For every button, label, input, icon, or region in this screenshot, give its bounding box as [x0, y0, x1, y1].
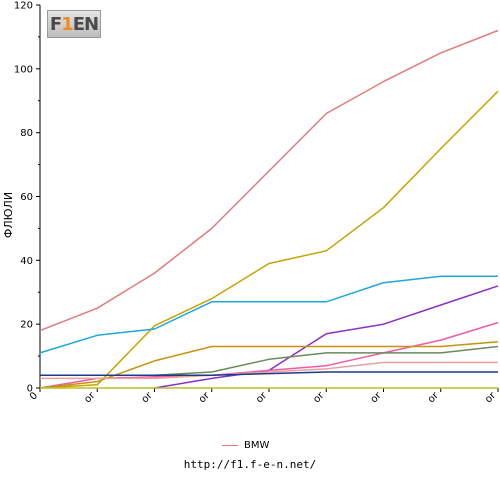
- x-tick-label: 0: [28, 390, 40, 402]
- x-tick-label: or: [197, 390, 213, 406]
- y-tick-label: 40: [20, 256, 33, 267]
- y-tick-label: 60: [20, 192, 33, 203]
- series-line-8: [40, 361, 498, 380]
- legend: BMW: [222, 437, 269, 453]
- logo-suffix: EN: [72, 13, 99, 35]
- series-line-3: [39, 275, 498, 354]
- legend-swatch: [222, 444, 238, 446]
- x-tick-label: or: [82, 390, 98, 406]
- x-tick-label: or: [311, 390, 327, 406]
- y-tick-label: 0: [27, 384, 33, 395]
- x-tick-label: or: [369, 390, 385, 406]
- y-tick-label: 80: [20, 128, 33, 139]
- series-line-4: [154, 285, 499, 389]
- x-tick-label: or: [254, 390, 270, 406]
- series-line-9: [40, 371, 498, 376]
- legend-label: BMW: [244, 439, 270, 451]
- y-axis-title: ФЛЮЛИ: [2, 192, 15, 238]
- y-tick-label: 20: [20, 320, 33, 331]
- y-tick-label: 100: [14, 64, 33, 75]
- logo: F 1 EN: [47, 10, 101, 38]
- logo-prefix: F: [49, 13, 62, 35]
- logo-digit: 1: [61, 13, 73, 35]
- series-line-1: [39, 29, 499, 332]
- x-tick-label: or: [140, 390, 156, 406]
- x-tick-label: or: [483, 390, 499, 406]
- source-url: http://f1.f-e-n.net/: [183, 458, 317, 471]
- y-tick-label: 120: [14, 1, 33, 12]
- series-line-6: [39, 340, 499, 389]
- series-line-2: [39, 90, 499, 389]
- x-tick-label: or: [426, 390, 442, 406]
